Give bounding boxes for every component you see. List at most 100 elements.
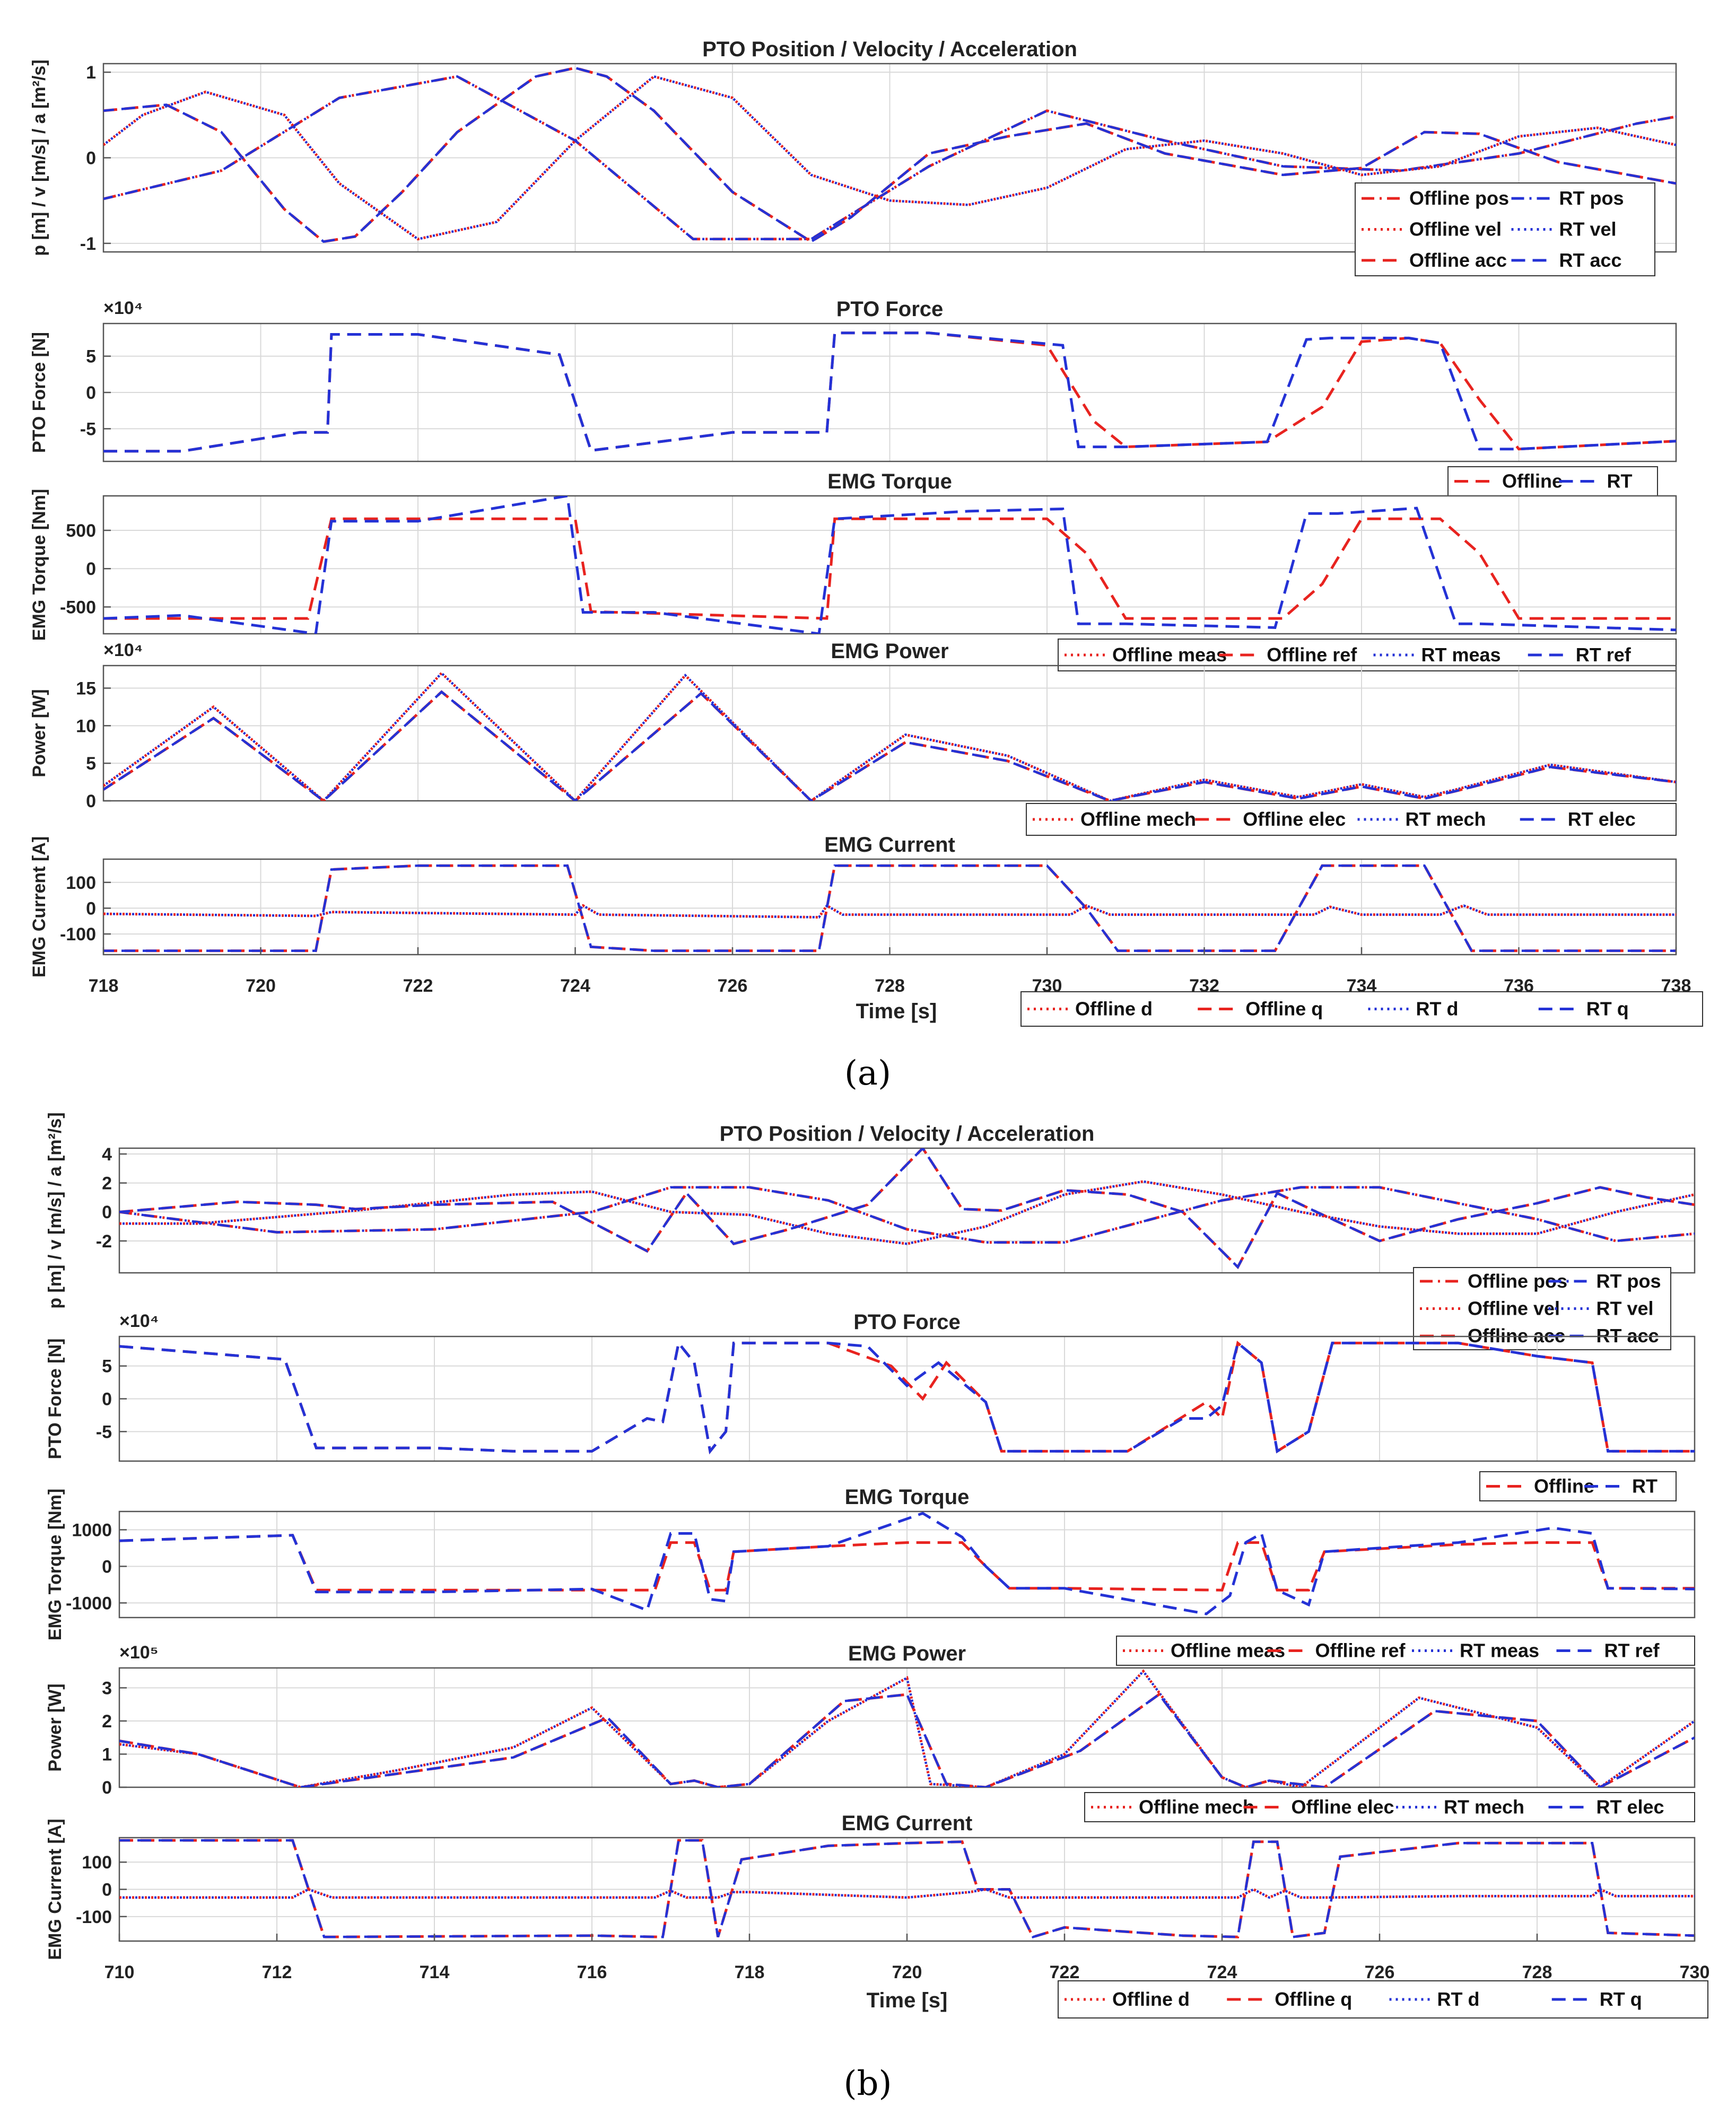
y-axis-label: EMG Current [A] (29, 836, 49, 977)
x-tick-label: 712 (262, 1962, 292, 1982)
series-line-rt-elec (103, 690, 1676, 801)
x-tick-label: 720 (246, 976, 276, 996)
legend-label: RT (1632, 1475, 1658, 1497)
legend-label: RT pos (1597, 1270, 1661, 1292)
y-tick-label: -5 (96, 1422, 112, 1442)
x-axis-label: Time [s] (867, 1989, 948, 2012)
y-tick-label: 0 (102, 1390, 112, 1410)
series-line-rt-pos (103, 75, 1676, 241)
legend: Offline RT (1447, 466, 1658, 496)
x-tick-label: 722 (403, 976, 433, 996)
chart-title: EMG Current (824, 833, 955, 857)
series-line-offline (119, 1340, 1695, 1455)
y-tick-label: 1 (102, 1745, 112, 1765)
legend-label: RT ref (1604, 1640, 1660, 1662)
legend-label: RT acc (1597, 1325, 1659, 1347)
y-tick-label: -1000 (66, 1593, 112, 1613)
legend-label: RT pos (1559, 187, 1624, 209)
y-axis-label: EMG Torque [Nm] (29, 489, 49, 641)
y-tick-label: 0 (102, 1557, 112, 1577)
chart-title: EMG Current (842, 1812, 973, 1835)
b-chart-5: -100 0 100 EMG Current EMG Current [A] 710 712… (45, 1812, 1709, 2018)
charts-panel-a: -1 0 1 PTO Position / Velocity / Accelerati… (29, 38, 1703, 1027)
series-line-rt-q (103, 864, 1676, 952)
caption-b: (b) (844, 2064, 892, 2103)
series-group (119, 1839, 1695, 1939)
series-line-offline-ref (103, 517, 1676, 620)
y-tick-label: 500 (66, 521, 96, 541)
x-tick-label: 724 (1207, 1962, 1237, 1982)
legend: Offline pos RT pos Offline vel RT vel Offlin… (1355, 182, 1655, 276)
legend-box (1026, 803, 1677, 836)
y-tick-label: 3 (102, 1679, 112, 1699)
x-tick-label: 728 (1522, 1962, 1552, 1982)
y-exponent: ×10⁴ (103, 298, 143, 318)
x-tick-label: 720 (892, 1962, 922, 1982)
legend: Offline RT (1479, 1471, 1677, 1501)
y-tick-label: -100 (60, 924, 96, 945)
series-group (103, 671, 1676, 801)
y-axis-label: p [m] / v [m/s] / a [m²/s] (29, 59, 49, 256)
x-axis-label: Time [s] (856, 1000, 937, 1023)
y-tick-label: -5 (80, 419, 96, 439)
a-chart-5: -100 0 100 EMG Current EMG Current [A] 718 720… (29, 833, 1703, 1027)
y-axis-label: PTO Force [N] (29, 332, 49, 453)
legend-label: Offline mech (1139, 1796, 1254, 1818)
charts-panel-b: -2 0 2 4 PTO Position / Velocity / Accelerat… (45, 1112, 1709, 2018)
series-line-rt-q (119, 1839, 1695, 1939)
y-tick-label: 0 (102, 1202, 112, 1222)
series-line-offline-pos (119, 1186, 1695, 1244)
caption-a: (a) (844, 1054, 891, 1093)
y-tick-label: 2 (102, 1711, 112, 1732)
series-line-offline-d (103, 904, 1676, 919)
legend-label: RT d (1416, 998, 1459, 1020)
y-axis-label: Power [W] (29, 689, 49, 777)
x-tick-label: 722 (1050, 1962, 1080, 1982)
b-chart-2: -5 0 5 PTO Force PTO Force [N] ×10⁴ Offline RT (45, 1310, 1696, 1501)
legend-label: Offline d (1112, 1988, 1190, 2010)
legend-label: Offline q (1245, 998, 1323, 1020)
series-line-rt (119, 1340, 1695, 1455)
y-tick-label: 0 (102, 1880, 112, 1900)
axes-frame (118, 1147, 1696, 1274)
y-tick-label: 0 (86, 148, 96, 169)
legend: Offline meas Offline ref RT meas RT ref (1116, 1636, 1695, 1666)
series-line-offline-mech (119, 1669, 1695, 1787)
y-tick-label: 100 (82, 1852, 112, 1873)
y-axis-label: p [m] / v [m/s] / a [m²/s] (45, 1112, 65, 1308)
b-chart-3: -1000 0 1000 EMG Torque EMG Torque [Nm] Offli… (45, 1485, 1696, 1666)
series-group (119, 1340, 1695, 1455)
series-line-rt-vel (119, 1180, 1695, 1245)
axes-frame (118, 1335, 1696, 1462)
legend-box (1020, 991, 1703, 1027)
chart-title: EMG Torque (827, 470, 952, 493)
y-axis-label: PTO Force [N] (45, 1339, 65, 1460)
axes-frame (118, 1510, 1696, 1619)
axes-frame (102, 63, 1677, 253)
legend-label: RT meas (1421, 644, 1501, 666)
y-tick-label: 0 (86, 559, 96, 579)
chart-title: EMG Power (831, 640, 948, 663)
legend: Offline mech Offline elec RT mech RT elec (1026, 803, 1677, 836)
legend-label: Offline q (1275, 1988, 1352, 2010)
y-exponent: ×10⁵ (119, 1642, 159, 1663)
series-line-offline-ref (119, 1534, 1695, 1592)
axes-frame (102, 322, 1677, 462)
legend-label: RT acc (1559, 249, 1622, 271)
chart-title: PTO Position / Velocity / Acceleration (702, 38, 1077, 61)
legend-label: RT mech (1444, 1796, 1524, 1818)
x-tick-label: 728 (875, 976, 905, 996)
y-tick-label: 2 (102, 1174, 112, 1194)
series-line-offline-mech (103, 671, 1676, 801)
y-tick-label: 15 (76, 679, 96, 699)
series-group (119, 1148, 1695, 1270)
chart-title: EMG Power (848, 1642, 966, 1665)
series-line-rt-mech (119, 1669, 1695, 1787)
y-tick-label: 0 (102, 1778, 112, 1798)
series-line-rt-mech (103, 671, 1676, 801)
series-group (103, 331, 1676, 453)
legend-label: RT mech (1406, 808, 1486, 830)
x-tick-label: 716 (577, 1962, 607, 1982)
y-tick-label: 5 (102, 1357, 112, 1377)
legend-label: Offline ref (1267, 644, 1357, 666)
